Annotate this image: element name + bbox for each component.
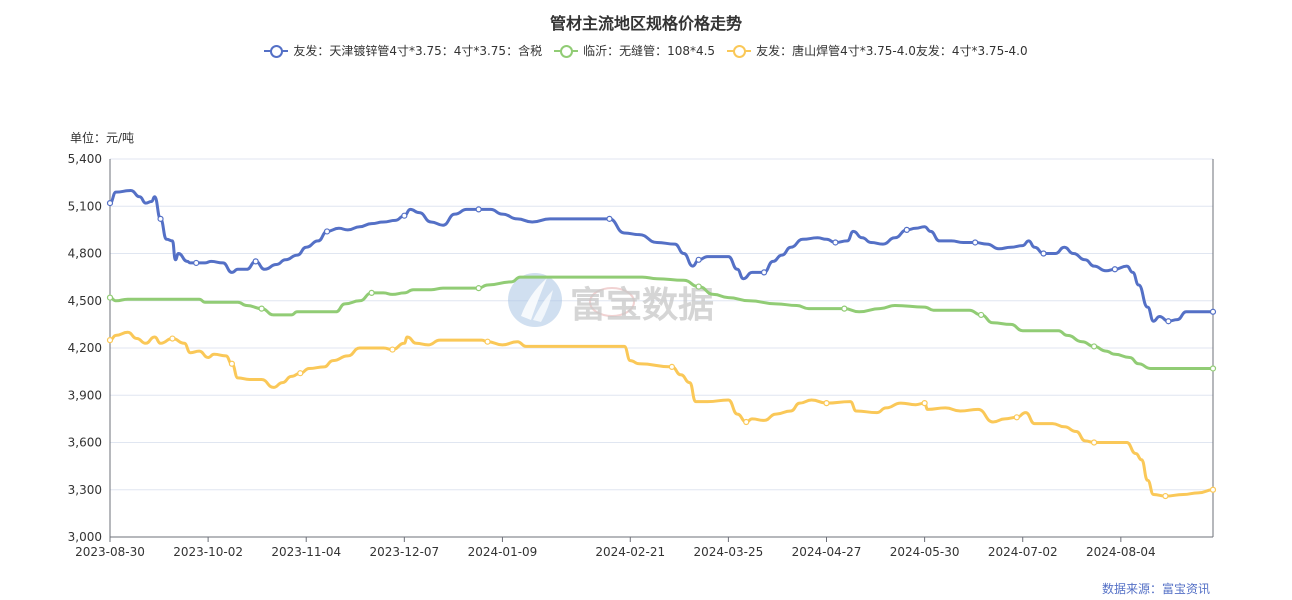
x-tick-label: 2024-07-02	[988, 545, 1058, 559]
series-point-1	[106, 294, 114, 301]
legend-item-series-1[interactable]: 临沂：无缝管：108*4.5	[554, 42, 715, 59]
y-tick-label: 5,100	[68, 199, 102, 213]
x-tick-label: 2024-05-30	[890, 545, 960, 559]
series-point-2	[106, 337, 114, 344]
series-point-0	[252, 258, 259, 265]
series-point-2	[1013, 414, 1020, 421]
watermark-seal-icon	[589, 287, 635, 317]
series-point-0	[106, 200, 114, 207]
series-point-1	[1209, 365, 1217, 372]
legend-item-series-2[interactable]: 友发：唐山焊管4寸*3.75-4.0友发：4寸*3.75-4.0	[727, 42, 1028, 59]
legend-label: 临沂：无缝管：108*4.5	[583, 44, 716, 58]
series-point-0	[193, 259, 200, 267]
y-tick-label: 3,600	[68, 436, 102, 450]
series-point-0	[972, 239, 979, 246]
y-tick-label: 3,900	[68, 388, 102, 402]
x-tick-label: 2023-11-04	[271, 545, 341, 559]
series-line-1	[108, 275, 1215, 370]
x-tick-label: 2024-08-04	[1086, 545, 1156, 559]
series-line-0	[108, 189, 1215, 323]
x-tick-label: 2024-04-27	[792, 545, 862, 559]
series-point-1	[978, 311, 985, 319]
watermark-flame-icon	[533, 290, 553, 322]
chart-legend: 友发：天津镀锌管4寸*3.75：4寸*3.75：含税 临沂：无缝管：108*4.…	[0, 42, 1292, 59]
series-point-0	[903, 226, 910, 233]
series-point-1	[475, 285, 482, 292]
watermark-flame-icon	[521, 278, 547, 320]
series-point-2	[1090, 439, 1098, 446]
series-point-2	[823, 400, 830, 407]
series-point-1	[258, 305, 265, 312]
y-tick-label: 3,000	[68, 530, 102, 544]
x-tick-label: 2023-12-07	[369, 545, 439, 559]
watermark-text: 富宝数据	[570, 284, 714, 326]
series-point-1	[841, 305, 848, 312]
series-point-0	[695, 256, 702, 263]
series-point-2	[1162, 492, 1169, 500]
unit-label: 单位：元/吨	[70, 131, 135, 145]
series-point-2	[484, 338, 491, 345]
watermark: 富宝数据	[508, 273, 714, 327]
legend-item-series-0[interactable]: 友发：天津镀锌管4寸*3.75：4寸*3.75：含税	[264, 42, 542, 59]
x-tick-label: 2024-02-21	[595, 545, 665, 559]
series-point-2	[1209, 486, 1217, 493]
grid-lines	[110, 158, 1213, 491]
series-point-0	[475, 206, 482, 213]
legend-swatch-icon	[554, 44, 579, 58]
chart-title: 管材主流地区规格价格走势	[549, 14, 742, 33]
series-point-0	[1165, 318, 1172, 325]
series-point-0	[1209, 308, 1217, 315]
y-tick-label: 4,800	[68, 247, 102, 261]
series-point-1	[368, 289, 375, 296]
y-tick-label: 4,200	[68, 341, 102, 355]
series-point-0	[832, 239, 839, 246]
series-point-1	[695, 283, 702, 290]
legend-label: 友发：天津镀锌管4寸*3.75：4寸*3.75：含税	[293, 44, 543, 58]
series-point-0	[157, 215, 164, 222]
series-point-1	[1090, 343, 1098, 350]
series-lines	[106, 189, 1217, 500]
series-point-2	[228, 360, 235, 367]
data-source-label: 数据来源：富宝资讯	[1101, 582, 1210, 596]
y-tick-label: 5,400	[68, 152, 102, 166]
y-tick-label: 4,500	[68, 294, 102, 308]
x-tick-label: 2024-01-09	[468, 545, 538, 559]
series-point-0	[1111, 266, 1118, 273]
series-point-0	[401, 212, 408, 219]
series-point-2	[668, 363, 676, 370]
x-tick-label: 2023-08-30	[75, 545, 145, 559]
series-point-2	[743, 418, 750, 426]
series-point-0	[606, 215, 613, 222]
series-point-2	[169, 335, 176, 342]
series-point-0	[323, 228, 331, 235]
legend-swatch-icon	[264, 44, 289, 58]
legend-swatch-icon	[727, 44, 752, 58]
series-point-2	[389, 346, 396, 353]
legend-label: 友发：唐山焊管4寸*3.75-4.0友发：4寸*3.75-4.0	[756, 44, 1028, 58]
series-line-2	[108, 330, 1215, 498]
series-point-0	[1040, 250, 1047, 257]
axes: 3,000 3,300 3,600 3,900 4,200 4,500 4,800 5,100…	[68, 152, 1214, 559]
y-tick-label: 3,300	[68, 483, 102, 497]
series-point-0	[760, 269, 768, 276]
series-point-2	[921, 400, 928, 407]
x-tick-label: 2023-10-02	[173, 545, 243, 559]
series-point-2	[297, 370, 304, 377]
x-tick-label: 2024-03-25	[694, 545, 764, 559]
